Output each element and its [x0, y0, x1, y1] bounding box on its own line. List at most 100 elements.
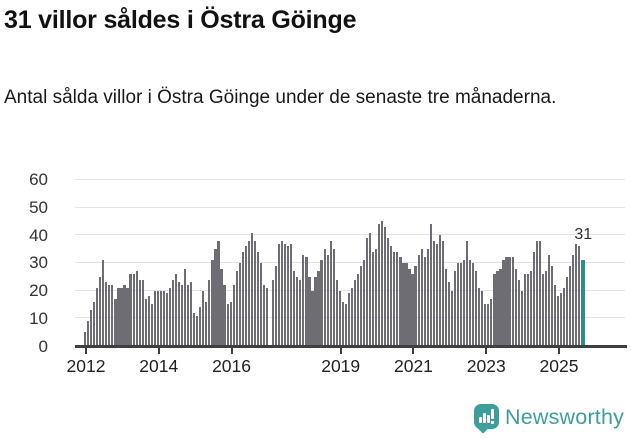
- bar-month: [517, 279, 520, 346]
- bar-month: [523, 274, 526, 346]
- bar-month: [187, 285, 190, 346]
- bar-month: [362, 260, 366, 346]
- newsworthy-bubble-chart-icon: [474, 404, 499, 434]
- bar-month: [496, 271, 499, 346]
- bar-month: [399, 257, 402, 346]
- bar-month: [429, 224, 432, 346]
- bar-month: [223, 285, 226, 346]
- chart-subtitle: Antal sålda villor i Östra Göinge under …: [4, 87, 557, 108]
- y-axis-tick-label: 40: [29, 225, 48, 245]
- bar-month: [493, 274, 496, 346]
- bar-month: [147, 296, 150, 346]
- x-axis-tick: [230, 348, 233, 354]
- bar-month: [344, 304, 347, 346]
- y-axis-tick-label: 0: [38, 336, 48, 356]
- bar-month: [529, 271, 532, 346]
- current-value-annotation: 31: [574, 226, 593, 244]
- bar-month: [441, 240, 444, 346]
- bar-month: [241, 251, 244, 346]
- bar-month: [329, 240, 332, 346]
- bar-month: [90, 310, 93, 346]
- bar-month: [487, 304, 490, 346]
- bar-month: [547, 254, 551, 346]
- bar-month: [569, 265, 572, 346]
- bar-month: [359, 265, 363, 346]
- bar-month: [87, 321, 90, 346]
- bar-month: [129, 274, 132, 346]
- bar-month: [93, 301, 96, 346]
- bar-month: [396, 251, 399, 346]
- bar-month: [211, 260, 214, 346]
- bar-month: [444, 268, 447, 346]
- bar-month: [438, 235, 441, 346]
- bar-month: [566, 276, 569, 346]
- x-axis-tick-label: 2023: [466, 356, 506, 376]
- bar-month: [177, 282, 181, 346]
- bar-month: [193, 312, 196, 346]
- y-axis-tick-label: 50: [29, 198, 48, 218]
- bar-month: [535, 240, 538, 346]
- bar-month: [171, 279, 175, 346]
- bar-month: [456, 262, 460, 346]
- bar-month: [138, 279, 141, 346]
- bar-month: [332, 249, 335, 346]
- x-axis-line: [75, 345, 627, 348]
- page-title: 31 villor såldes i Östra Göinge: [4, 6, 357, 34]
- x-axis-tick: [157, 348, 160, 354]
- bar-month: [226, 304, 229, 346]
- bar-month: [338, 290, 341, 346]
- bar-month: [238, 262, 241, 346]
- bar-month: [481, 290, 484, 346]
- bar-month: [341, 301, 344, 346]
- y-axis-tick-label: 60: [29, 170, 48, 190]
- bar-month: [120, 287, 123, 346]
- bar-month: [299, 279, 302, 346]
- bar-month: [502, 260, 505, 346]
- x-axis-tick: [85, 348, 87, 354]
- bar-month: [466, 240, 469, 346]
- bar-month: [271, 279, 275, 346]
- bar-month: [511, 257, 514, 346]
- bar-month: [556, 296, 560, 346]
- bar-month: [114, 298, 117, 346]
- bar-month: [99, 276, 102, 346]
- bar-month: [250, 232, 253, 346]
- bar-month: [514, 268, 517, 346]
- gridline: [75, 317, 625, 319]
- gridline: [75, 289, 625, 291]
- bar-month: [572, 254, 575, 346]
- bar-month: [402, 262, 405, 346]
- bar-month: [350, 287, 353, 346]
- x-axis-tick-label: 2019: [321, 356, 361, 376]
- y-axis-tick-label: 30: [29, 253, 48, 273]
- bar-month: [141, 279, 144, 346]
- bar-month: [335, 279, 338, 346]
- bar-month: [526, 274, 529, 346]
- bar-month: [575, 243, 578, 346]
- bar-month: [232, 285, 235, 346]
- gridline: [75, 234, 625, 236]
- bar-month: [190, 282, 193, 346]
- y-axis-tick-label: 10: [29, 308, 48, 328]
- bar-month: [284, 243, 287, 346]
- bar-month: [393, 251, 396, 346]
- bar-month: [199, 307, 202, 346]
- bar-month: [484, 304, 487, 346]
- bar-month: [541, 274, 545, 346]
- bar-month: [432, 240, 435, 346]
- bar-month: [414, 265, 417, 346]
- bar-month: [196, 315, 199, 346]
- bar-month: [174, 274, 178, 346]
- bar-month: [259, 262, 263, 346]
- bar-month: [290, 243, 293, 346]
- bar-month: [353, 279, 357, 346]
- bar-month: [311, 290, 314, 346]
- bar-month: [317, 271, 320, 346]
- bar-month: [563, 287, 566, 346]
- bar-month: [220, 268, 223, 346]
- bar-month: [369, 232, 372, 346]
- bar-month: [381, 221, 384, 346]
- x-axis-tick: [557, 348, 560, 354]
- bar-month: [550, 265, 554, 346]
- bar-month: [117, 287, 120, 346]
